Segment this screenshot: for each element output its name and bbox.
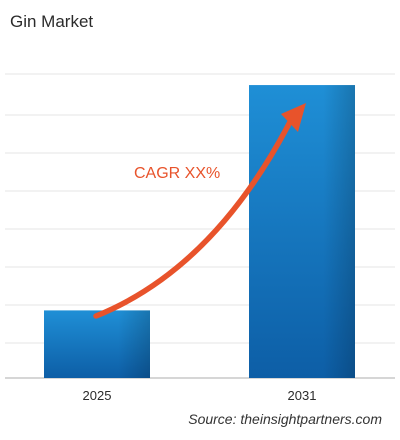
bar-shade-2025	[44, 310, 150, 378]
bars	[44, 85, 355, 379]
x-tick-label-2025: 2025	[83, 388, 112, 403]
labels: 2025 2031 CAGR XX%	[83, 165, 317, 403]
cagr-annotation: CAGR XX%	[134, 165, 220, 182]
x-tick-label-2031: 2031	[288, 388, 317, 403]
trend-arrow-shaft	[93, 115, 295, 319]
bar-shade-2031	[249, 85, 355, 379]
trend-arrow-icon	[93, 103, 306, 319]
source-note: Source: theinsightpartners.com	[188, 411, 382, 427]
trend-arrow-head	[281, 103, 306, 132]
chart-title: Gin Market	[10, 12, 94, 31]
